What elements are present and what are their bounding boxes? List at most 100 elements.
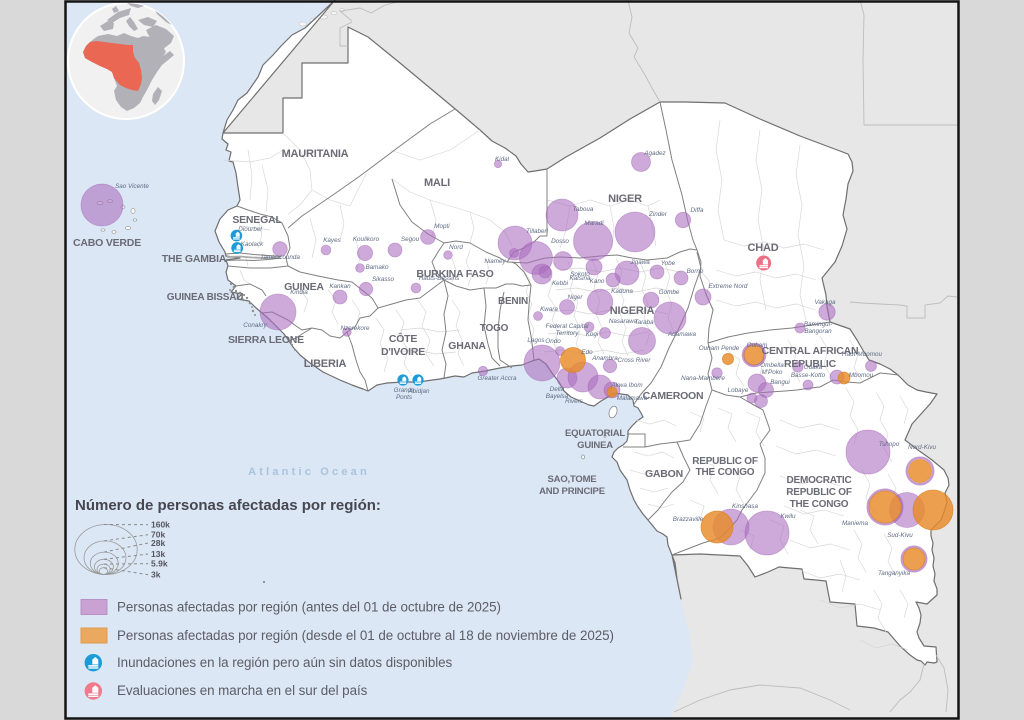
svg-text:Abidjan: Abidjan xyxy=(407,388,430,395)
svg-text:Malamawa: Malamawa xyxy=(617,395,648,402)
svg-text:Taboua: Taboua xyxy=(573,206,594,213)
svg-text:160k: 160k xyxy=(151,520,170,530)
svg-text:Atlantic Ocean: Atlantic Ocean xyxy=(248,466,370,478)
svg-text:Bamingui-: Bamingui- xyxy=(804,321,832,328)
svg-text:Sud-Kivu: Sud-Kivu xyxy=(887,532,913,539)
svg-text:Gombe: Gombe xyxy=(659,289,680,296)
svg-text:Diourbel: Diourbel xyxy=(238,226,262,233)
svg-text:Número de personas afectadas p: Número de personas afectadas por región: xyxy=(75,497,381,514)
svg-text:Kinshasa: Kinshasa xyxy=(732,503,758,510)
svg-text:Inundaciones en la región pero: Inundaciones en la región pero aún sin d… xyxy=(117,655,453,670)
svg-text:Ouaka: Ouaka xyxy=(804,364,823,371)
svg-text:REPUBLIC OF: REPUBLIC OF xyxy=(692,456,758,467)
svg-text:Evaluaciones en marcha en el s: Evaluaciones en marcha en el sur del paí… xyxy=(117,683,368,698)
svg-text:Bangui: Bangui xyxy=(770,379,790,386)
svg-text:70k: 70k xyxy=(151,530,165,540)
svg-text:Tillaberi: Tillaberi xyxy=(526,228,549,235)
svg-text:Tanganyika: Tanganyika xyxy=(878,570,910,577)
svg-text:Basse-Kotto: Basse-Kotto xyxy=(791,372,826,379)
svg-text:Koulikoro: Koulikoro xyxy=(353,236,380,243)
svg-text:NIGER: NIGER xyxy=(608,193,642,205)
svg-text:Tambacounda: Tambacounda xyxy=(260,254,300,261)
svg-text:Sokoto: Sokoto xyxy=(570,271,590,278)
svg-text:Kindia: Kindia xyxy=(290,289,308,296)
svg-text:BENIN: BENIN xyxy=(498,296,528,307)
svg-text:Bamako: Bamako xyxy=(365,264,389,271)
svg-text:Nzerekore: Nzerekore xyxy=(340,325,370,332)
svg-text:Zinder: Zinder xyxy=(648,211,668,218)
svg-text:Cross River: Cross River xyxy=(618,357,652,364)
svg-text:Kaolack: Kaolack xyxy=(241,241,264,248)
svg-text:THE CONGO: THE CONGO xyxy=(696,467,755,478)
svg-text:Nana-Mambere: Nana-Mambere xyxy=(681,375,725,382)
svg-text:13k: 13k xyxy=(151,549,165,559)
svg-text:SENEGAL: SENEGAL xyxy=(232,214,282,226)
svg-text:CÔTE: CÔTE xyxy=(389,332,418,345)
svg-text:Nord: Nord xyxy=(449,244,463,251)
svg-text:Jigawa: Jigawa xyxy=(629,259,650,266)
svg-text:M'Poko: M'Poko xyxy=(762,369,783,376)
svg-text:NIGERIA: NIGERIA xyxy=(610,305,655,317)
svg-text:REPUBLIC OF: REPUBLIC OF xyxy=(786,487,852,498)
svg-text:Taraba: Taraba xyxy=(634,319,654,326)
svg-text:Nasarawa: Nasarawa xyxy=(609,318,638,325)
svg-text:Kwara: Kwara xyxy=(540,306,558,313)
svg-text:D'IVOIRE: D'IVOIRE xyxy=(381,346,425,358)
svg-text:Kogi: Kogi xyxy=(586,331,599,338)
svg-text:CHAD: CHAD xyxy=(748,242,779,254)
svg-text:Niger: Niger xyxy=(567,294,583,301)
svg-text:Federal Capital: Federal Capital xyxy=(546,323,589,330)
svg-text:THE GAMBIA: THE GAMBIA xyxy=(162,253,227,265)
svg-text:3k: 3k xyxy=(151,570,161,580)
svg-text:EQUATORIAL: EQUATORIAL xyxy=(565,428,625,439)
svg-text:Extreme Nord: Extreme Nord xyxy=(709,283,748,290)
svg-text:Rivers: Rivers xyxy=(565,398,584,405)
svg-text:GHANA: GHANA xyxy=(448,340,486,352)
svg-text:Ponts: Ponts xyxy=(396,394,413,401)
svg-text:Brazzaville: Brazzaville xyxy=(673,516,704,523)
svg-text:Yobe: Yobe xyxy=(661,260,676,267)
svg-text:Lagos: Lagos xyxy=(527,337,545,344)
svg-text:Ouham: Ouham xyxy=(747,342,768,349)
svg-text:MAURITANIA: MAURITANIA xyxy=(282,148,349,160)
svg-text:Delta: Delta xyxy=(550,386,565,393)
svg-text:LIBERIA: LIBERIA xyxy=(304,358,347,370)
svg-text:Vakaga: Vakaga xyxy=(814,299,836,306)
svg-text:Lobaye: Lobaye xyxy=(728,387,749,394)
svg-text:Kebbi: Kebbi xyxy=(552,280,569,287)
svg-text:Agadez: Agadez xyxy=(643,150,666,157)
svg-text:Edo: Edo xyxy=(581,349,593,356)
svg-text:MALI: MALI xyxy=(424,177,450,189)
svg-text:REPUBLIC: REPUBLIC xyxy=(784,358,837,370)
svg-text:28k: 28k xyxy=(151,538,165,548)
svg-text:Nord-Kivu: Nord-Kivu xyxy=(908,444,936,451)
svg-text:5.9k: 5.9k xyxy=(151,559,168,569)
svg-text:Personas afectadas por región: Personas afectadas por región (desde el … xyxy=(117,628,614,643)
svg-text:Maradi: Maradi xyxy=(584,220,604,227)
svg-text:THE CONGO: THE CONGO xyxy=(790,499,849,510)
svg-text:Bayelsa: Bayelsa xyxy=(546,393,569,400)
svg-text:Niamey: Niamey xyxy=(484,258,506,265)
svg-text:CABO VERDE: CABO VERDE xyxy=(73,237,141,249)
svg-text:SIERRA LEONE: SIERRA LEONE xyxy=(228,334,304,346)
svg-text:Haut-Mbomou: Haut-Mbomou xyxy=(842,351,882,358)
svg-text:Akwa Ibom: Akwa Ibom xyxy=(610,382,642,389)
svg-text:Hauts-Bassins: Hauts-Bassins xyxy=(419,275,460,282)
svg-text:Kankan: Kankan xyxy=(329,283,351,290)
svg-text:AND PRINCIPE: AND PRINCIPE xyxy=(539,486,605,497)
svg-text:GUINEA BISSAU: GUINEA BISSAU xyxy=(167,292,243,303)
svg-text:Personas afectadas por región: Personas afectadas por región (antes del… xyxy=(117,600,501,615)
svg-text:Kaduna: Kaduna xyxy=(611,288,633,295)
svg-text:Anambra: Anambra xyxy=(591,355,618,362)
svg-text:Ombella: Ombella xyxy=(760,362,784,369)
svg-text:Borno: Borno xyxy=(687,268,704,275)
svg-text:Dosso: Dosso xyxy=(551,238,569,245)
svg-text:Kwilu: Kwilu xyxy=(780,513,796,520)
svg-text:GABON: GABON xyxy=(645,468,683,480)
svg-text:GUINEA: GUINEA xyxy=(284,281,324,293)
svg-text:TOGO: TOGO xyxy=(480,323,509,334)
svg-text:Maniema: Maniema xyxy=(842,520,868,527)
svg-text:Territory: Territory xyxy=(556,330,580,337)
svg-text:Greater Accra: Greater Accra xyxy=(478,375,517,382)
svg-text:Tshopo: Tshopo xyxy=(879,441,900,448)
